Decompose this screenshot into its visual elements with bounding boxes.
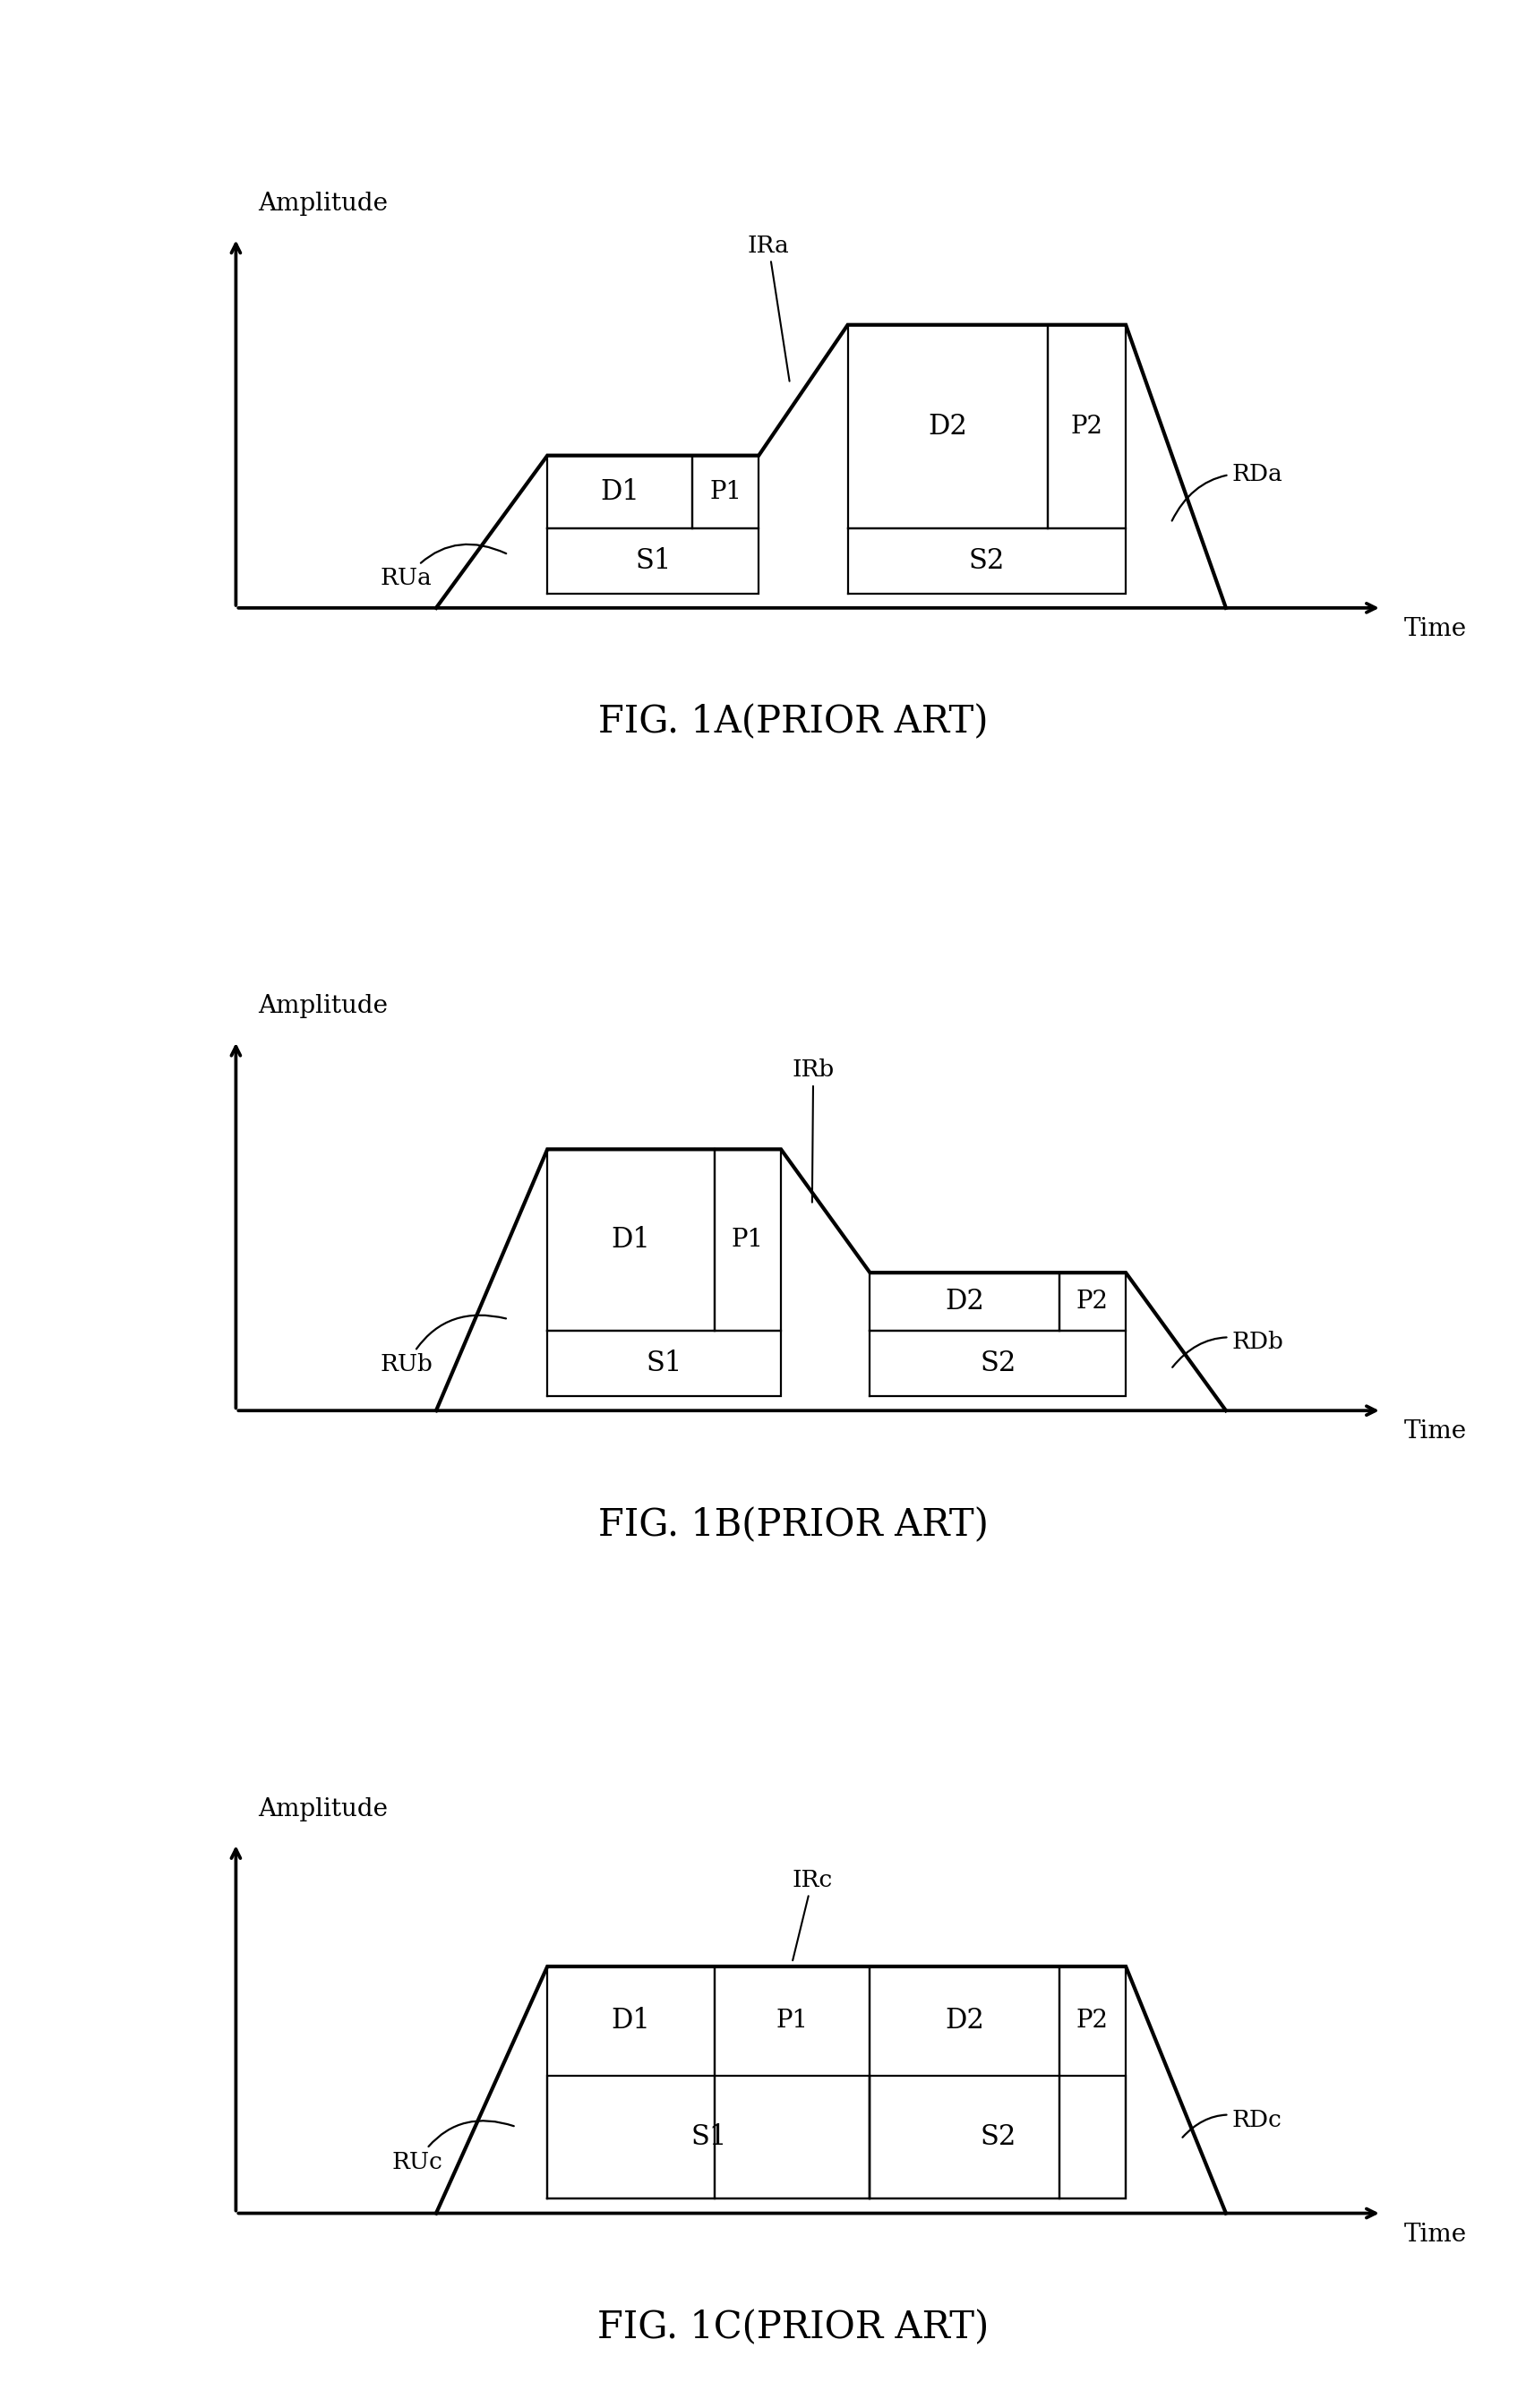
Text: Amplitude: Amplitude [258, 193, 388, 217]
Text: D1: D1 [600, 477, 639, 506]
Text: D2: D2 [945, 1288, 984, 1315]
Text: P2: P2 [1076, 1291, 1108, 1315]
Text: S1: S1 [645, 1348, 682, 1377]
Text: D1: D1 [610, 2006, 650, 2035]
Text: S1: S1 [691, 2124, 726, 2150]
Text: P2: P2 [1071, 414, 1103, 438]
Text: D2: D2 [945, 2006, 984, 2035]
Text: Time: Time [1404, 1421, 1466, 1445]
Text: IRc: IRc [792, 1869, 833, 1960]
Text: FIG. 1B(PRIOR ART): FIG. 1B(PRIOR ART) [598, 1507, 989, 1544]
Text: RDc: RDc [1183, 2109, 1282, 2138]
Text: D1: D1 [610, 1226, 650, 1255]
Text: RUc: RUc [392, 2121, 514, 2174]
Text: RDb: RDb [1172, 1332, 1283, 1368]
Text: RUb: RUb [380, 1315, 507, 1375]
Text: FIG. 1A(PRIOR ART): FIG. 1A(PRIOR ART) [598, 703, 989, 742]
Text: RUa: RUa [380, 544, 507, 590]
Text: Amplitude: Amplitude [258, 1796, 388, 1820]
Text: RDa: RDa [1172, 462, 1282, 520]
Text: Time: Time [1404, 616, 1466, 641]
Text: IRb: IRb [792, 1060, 835, 1202]
Text: P1: P1 [710, 479, 742, 503]
Text: P1: P1 [731, 1228, 763, 1252]
Text: Amplitude: Amplitude [258, 995, 388, 1019]
Text: FIG. 1C(PRIOR ART): FIG. 1C(PRIOR ART) [598, 2309, 989, 2345]
Text: P1: P1 [777, 2008, 809, 2032]
Text: S2: S2 [969, 547, 1004, 576]
Text: P2: P2 [1076, 2008, 1108, 2032]
Text: Time: Time [1404, 2223, 1466, 2247]
Text: S2: S2 [980, 1348, 1016, 1377]
Text: S1: S1 [635, 547, 671, 576]
Text: S2: S2 [980, 2124, 1016, 2150]
Text: D2: D2 [928, 412, 967, 441]
Text: IRa: IRa [748, 234, 789, 380]
